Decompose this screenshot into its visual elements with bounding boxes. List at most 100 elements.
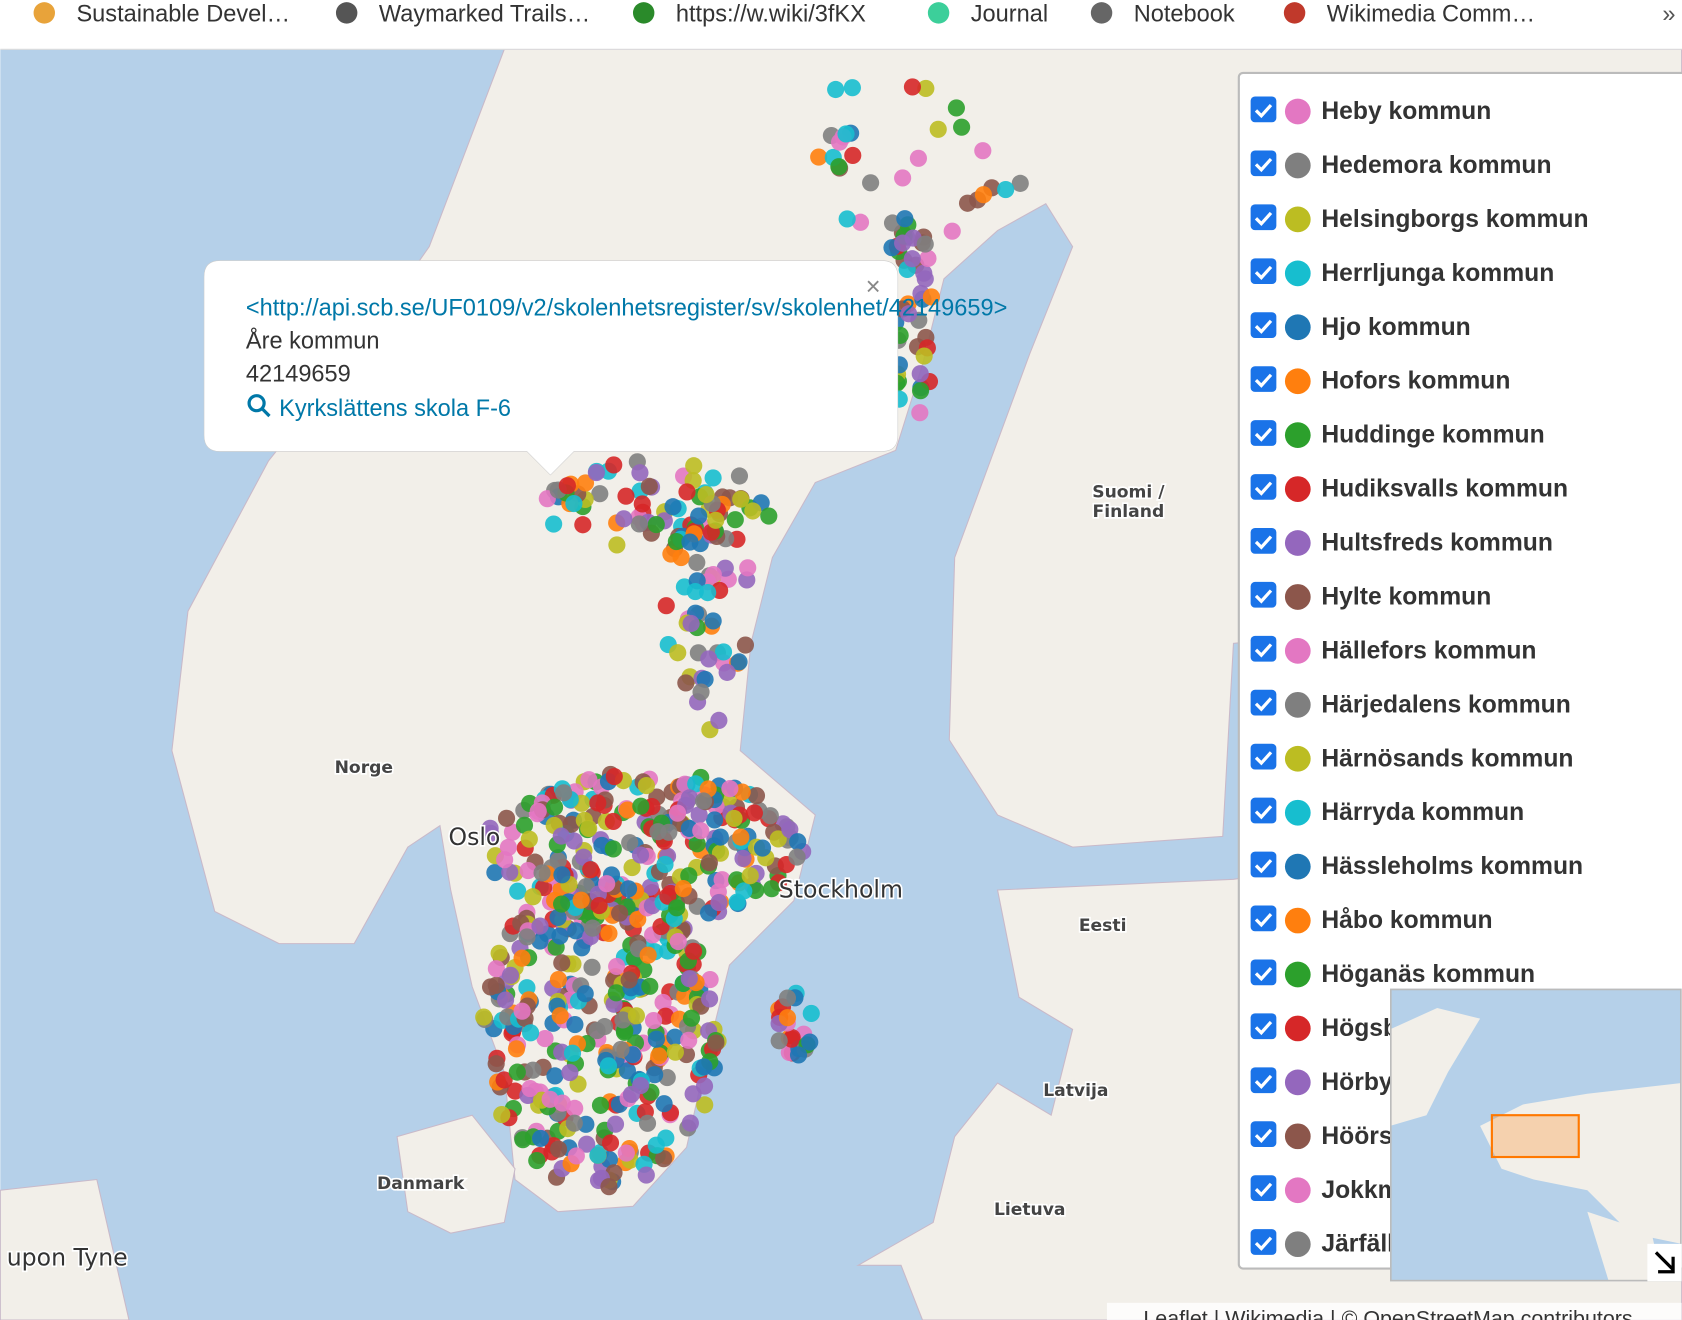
school-marker[interactable]: [589, 1146, 607, 1164]
school-marker[interactable]: [697, 486, 715, 504]
school-marker[interactable]: [490, 944, 508, 962]
school-marker[interactable]: [632, 1077, 650, 1095]
school-marker[interactable]: [690, 806, 708, 824]
school-marker[interactable]: [495, 1071, 513, 1089]
school-marker[interactable]: [732, 828, 750, 846]
school-marker[interactable]: [639, 946, 657, 964]
legend-checkbox[interactable]: [1250, 258, 1277, 285]
school-marker[interactable]: [911, 404, 929, 422]
school-marker[interactable]: [528, 1152, 546, 1170]
school-marker[interactable]: [664, 498, 682, 516]
school-marker[interactable]: [623, 859, 641, 877]
school-marker[interactable]: [608, 957, 626, 976]
school-marker[interactable]: [668, 804, 687, 822]
bookmark[interactable]: Notebook: [1134, 0, 1235, 26]
school-marker[interactable]: [974, 142, 992, 160]
school-marker[interactable]: [844, 146, 862, 164]
school-marker[interactable]: [690, 507, 708, 525]
school-marker[interactable]: [508, 1063, 526, 1081]
school-marker[interactable]: [566, 1015, 584, 1034]
school-marker[interactable]: [862, 174, 880, 192]
school-marker[interactable]: [576, 985, 594, 1003]
school-marker[interactable]: [680, 1031, 698, 1049]
popup-school[interactable]: Kyrkslättens skola F-6: [279, 395, 511, 421]
legend-checkbox[interactable]: [1250, 581, 1277, 608]
school-marker[interactable]: [629, 910, 647, 928]
school-marker[interactable]: [778, 1009, 797, 1027]
attribution[interactable]: Leaflet | Wikimedia | © OpenStreetMap co…: [1143, 1306, 1632, 1320]
school-marker[interactable]: [677, 674, 695, 692]
school-marker[interactable]: [668, 899, 686, 917]
school-marker[interactable]: [725, 809, 743, 828]
school-marker[interactable]: [747, 787, 766, 805]
school-marker[interactable]: [736, 636, 755, 654]
school-marker[interactable]: [608, 536, 626, 554]
school-marker[interactable]: [640, 477, 658, 495]
school-marker[interactable]: [633, 495, 651, 513]
school-marker[interactable]: [769, 830, 787, 848]
school-marker[interactable]: [801, 1033, 819, 1051]
school-marker[interactable]: [680, 867, 698, 885]
legend-checkbox[interactable]: [1250, 1175, 1277, 1201]
legend-checkbox[interactable]: [1250, 420, 1277, 446]
school-marker[interactable]: [605, 767, 623, 786]
school-marker[interactable]: [680, 789, 699, 807]
school-marker[interactable]: [646, 1066, 664, 1084]
school-marker[interactable]: [563, 1044, 582, 1062]
school-marker[interactable]: [947, 99, 965, 117]
legend-checkbox[interactable]: [1250, 312, 1277, 338]
school-marker[interactable]: [943, 222, 961, 240]
school-marker[interactable]: [692, 822, 710, 840]
school-marker[interactable]: [591, 485, 609, 503]
school-marker[interactable]: [549, 971, 568, 989]
school-marker[interactable]: [618, 1062, 636, 1080]
school-marker[interactable]: [701, 970, 719, 989]
school-marker[interactable]: [546, 1067, 564, 1085]
school-marker[interactable]: [912, 382, 930, 400]
school-marker[interactable]: [997, 181, 1015, 199]
school-marker[interactable]: [916, 270, 934, 288]
school-marker[interactable]: [681, 1114, 699, 1132]
school-marker[interactable]: [896, 210, 914, 228]
school-marker[interactable]: [621, 834, 639, 852]
school-marker[interactable]: [674, 880, 692, 898]
school-marker[interactable]: [657, 597, 675, 615]
school-marker[interactable]: [802, 1004, 820, 1023]
school-marker[interactable]: [685, 942, 703, 960]
school-marker[interactable]: [578, 1135, 596, 1153]
school-marker[interactable]: [617, 487, 635, 505]
school-marker[interactable]: [903, 78, 922, 96]
school-marker[interactable]: [692, 683, 710, 701]
school-marker[interactable]: [647, 1030, 665, 1048]
school-marker[interactable]: [911, 365, 929, 383]
school-marker[interactable]: [704, 469, 722, 487]
school-marker[interactable]: [903, 250, 921, 268]
legend-checkbox[interactable]: [1250, 1229, 1277, 1255]
school-marker[interactable]: [647, 515, 665, 534]
school-marker[interactable]: [701, 990, 719, 1008]
school-marker[interactable]: [688, 835, 706, 853]
legend-checkbox[interactable]: [1250, 150, 1277, 177]
school-marker[interactable]: [958, 194, 977, 212]
school-marker[interactable]: [739, 559, 757, 577]
legend-checkbox[interactable]: [1250, 96, 1277, 123]
school-marker[interactable]: [620, 971, 638, 989]
school-marker[interactable]: [732, 490, 750, 508]
school-marker[interactable]: [705, 811, 724, 829]
school-marker[interactable]: [587, 463, 605, 482]
popup-close[interactable]: ×: [866, 273, 881, 301]
school-marker[interactable]: [521, 1080, 539, 1098]
school-marker[interactable]: [638, 1114, 657, 1132]
school-marker[interactable]: [496, 991, 515, 1009]
school-marker[interactable]: [583, 958, 601, 976]
school-marker[interactable]: [493, 1105, 511, 1124]
school-marker[interactable]: [521, 1024, 540, 1042]
school-marker[interactable]: [770, 1032, 788, 1050]
school-marker[interactable]: [659, 887, 677, 905]
school-marker[interactable]: [676, 987, 694, 1005]
legend-checkbox[interactable]: [1250, 1121, 1277, 1148]
legend-checkbox[interactable]: [1250, 1013, 1277, 1040]
school-marker[interactable]: [553, 954, 571, 972]
school-marker[interactable]: [788, 848, 806, 866]
school-marker[interactable]: [632, 797, 650, 815]
